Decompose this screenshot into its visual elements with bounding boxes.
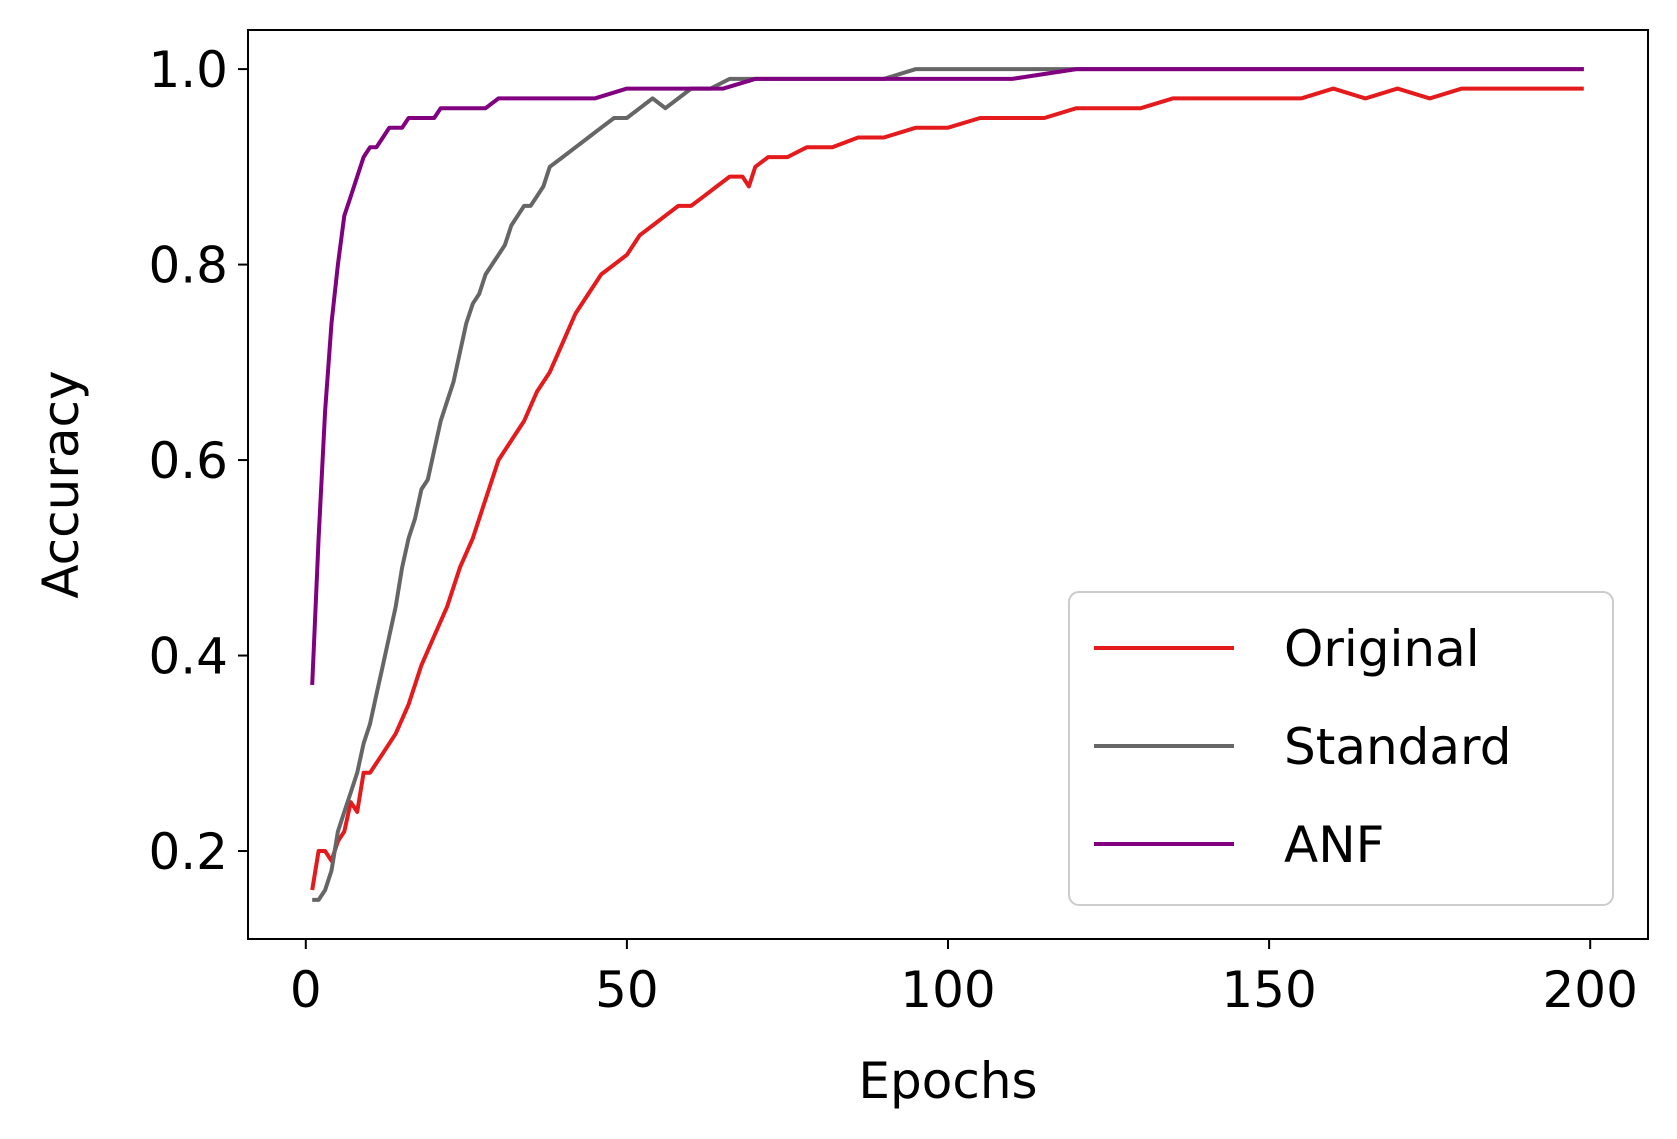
x-tick-label: 100 (900, 961, 995, 1019)
x-tick-label: 150 (1221, 961, 1316, 1019)
y-axis-label: Accuracy (32, 370, 90, 598)
y-tick-label: 0.6 (148, 432, 228, 490)
legend-label-original: Original (1284, 620, 1480, 678)
y-tick-label: 0.2 (148, 823, 228, 881)
x-axis-label: Epochs (858, 1052, 1037, 1110)
plot-lines (310, 67, 1584, 902)
legend: Original Standard ANF (1068, 591, 1614, 906)
x-axis-ticks: 0 50 100 150 200 (290, 939, 1638, 1019)
y-tick-label: 1.0 (148, 41, 228, 99)
series-line-standard (312, 67, 1584, 902)
y-tick-label: 0.4 (148, 628, 228, 686)
y-axis-ticks: 0.2 0.4 0.6 0.8 1.0 (148, 41, 248, 881)
x-tick-label: 0 (290, 961, 322, 1019)
series-line-original (310, 86, 1584, 891)
x-tick-label: 50 (595, 961, 659, 1019)
series-line-anf (310, 67, 1584, 685)
legend-label-anf: ANF (1284, 816, 1384, 874)
x-tick-label: 200 (1542, 961, 1637, 1019)
y-tick-label: 0.8 (148, 237, 228, 295)
legend-label-standard: Standard (1284, 718, 1511, 776)
legend-box (1068, 591, 1614, 906)
